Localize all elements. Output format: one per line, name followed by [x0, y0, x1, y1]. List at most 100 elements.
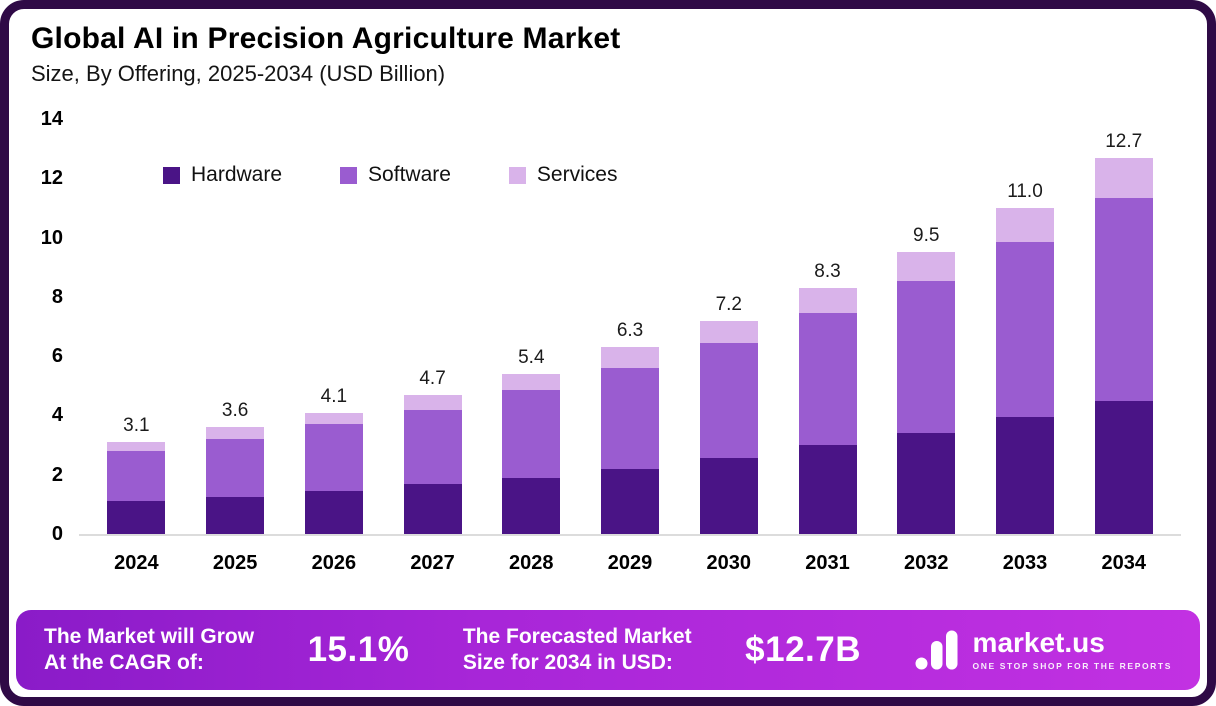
- bar-segment-services: [601, 347, 660, 369]
- bar-segment-services: [403, 394, 462, 410]
- legend-swatch-services: [508, 166, 526, 184]
- bar-group-2031: 8.3: [778, 119, 877, 534]
- bar-group-2024: 3.1: [87, 119, 186, 534]
- bar-segment-software: [798, 313, 857, 446]
- bar-segment-software: [206, 439, 265, 497]
- logo-tagline: ONE STOP SHOP FOR THE REPORTS: [972, 661, 1172, 671]
- bar-segment-services: [206, 427, 265, 440]
- bar-segment-hardware: [304, 491, 363, 534]
- x-tick-label: 2029: [607, 552, 653, 574]
- legend: Hardware Software Services: [163, 163, 617, 187]
- bar-group-2034: 12.7: [1074, 119, 1173, 534]
- bar-total-label: 4.7: [419, 367, 446, 389]
- bar-total-label: 8.3: [814, 260, 841, 282]
- x-tick-label: 2025: [212, 552, 258, 574]
- y-axis: 0 2 4 6 8 10 12 14: [15, 109, 79, 544]
- bar-group-2030: 7.2: [679, 119, 778, 534]
- legend-swatch-software: [340, 166, 358, 184]
- bar-segment-hardware: [502, 477, 561, 534]
- market-us-logo-icon: [915, 630, 958, 670]
- x-tick-label: 2026: [311, 552, 357, 574]
- bar-total-label: 5.4: [518, 346, 545, 368]
- legend-swatch-hardware: [163, 166, 180, 184]
- bar-segment-hardware: [798, 445, 857, 534]
- chart-region: 0 2 4 6 8 10 12 14 3.1 3.6 4.1 4.7 5.4 6.3 7.2 8.3 9.5 1…: [9, 109, 1207, 575]
- bar-group-2026: 4.1: [284, 119, 383, 534]
- bar-segment-services: [304, 412, 363, 425]
- legend-item-services: Services: [508, 163, 617, 187]
- cagr-label-line1: The Market will Grow: [44, 624, 255, 648]
- cagr-label: The Market will Grow At the CAGR of:: [44, 624, 254, 677]
- bar-segment-software: [304, 424, 363, 492]
- chart-title: Global AI in Precision Agriculture Marke…: [31, 22, 621, 55]
- bar-total-label: 3.6: [221, 400, 249, 422]
- bar-total-label: 9.5: [913, 225, 940, 247]
- market-us-logo: market.us ONE STOP SHOP FOR THE REPORTS: [915, 629, 1172, 671]
- bar-segment-services: [699, 320, 758, 343]
- bar-total-label: 12.7: [1105, 130, 1143, 152]
- bar-segment-services: [798, 287, 857, 314]
- bar-segment-services: [1094, 157, 1153, 198]
- bar-segment-software: [897, 280, 956, 434]
- x-tick-label: 2028: [509, 552, 554, 574]
- forecast-label: The Forecasted Market Size for 2034 in U…: [463, 624, 692, 677]
- x-tick-label: 2032: [903, 552, 949, 574]
- x-tick-label: 2034: [1101, 552, 1146, 574]
- bars: 3.1 3.6 4.1 4.7 5.4 6.3 7.2 8.3 9.5 11.0 12.7: [79, 119, 1181, 536]
- bar-segment-hardware: [995, 416, 1054, 534]
- forecast-label-line1: The Forecasted Market: [462, 624, 692, 648]
- forecast-label-line2: Size for 2034 in USD:: [462, 651, 673, 674]
- legend-item-software: Software: [340, 163, 451, 187]
- cagr-label-line2: At the CAGR of:: [44, 651, 204, 674]
- x-tick-label: 2024: [114, 552, 159, 574]
- bar-segment-software: [601, 368, 660, 469]
- bar-group-2028: 5.4: [482, 119, 581, 534]
- bar-segment-software: [403, 409, 462, 484]
- x-tick-label: 2033: [1002, 552, 1048, 574]
- y-tick-label: 8: [51, 285, 63, 308]
- bar-segment-hardware: [107, 501, 166, 534]
- x-tick-label: 2030: [706, 552, 752, 574]
- legend-label: Hardware: [191, 163, 283, 186]
- chart-header: Global AI in Precision Agriculture Marke…: [9, 9, 1207, 87]
- bar-segment-software: [107, 451, 166, 502]
- x-tick-label: 2031: [805, 552, 850, 574]
- bar-group-2029: 6.3: [581, 119, 680, 534]
- bar-segment-hardware: [601, 468, 660, 534]
- y-tick-label: 10: [40, 226, 63, 249]
- bar-segment-services: [107, 442, 166, 452]
- bar-group-2025: 3.6: [186, 119, 285, 534]
- bar-group-2032: 9.5: [877, 119, 976, 534]
- y-tick-label: 0: [51, 523, 63, 545]
- bar-segment-hardware: [897, 433, 956, 534]
- bar-group-2027: 4.7: [383, 119, 482, 534]
- bar-segment-software: [995, 242, 1054, 417]
- chart-subtitle: Size, By Offering, 2025-2034 (USD Billio…: [31, 61, 446, 86]
- bar-segment-hardware: [403, 483, 462, 534]
- x-tick-label: 2027: [410, 552, 455, 574]
- bar-segment-software: [1094, 197, 1153, 401]
- legend-item-hardware: Hardware: [163, 163, 282, 187]
- bar-total-label: 4.1: [320, 385, 348, 407]
- bar-total-label: 3.1: [123, 415, 150, 437]
- forecast-value: $12.7B: [745, 630, 862, 669]
- y-tick-label: 4: [51, 404, 63, 427]
- bar-segment-services: [995, 207, 1054, 243]
- bar-segment-services: [897, 252, 956, 281]
- y-tick-label: 12: [40, 167, 63, 190]
- y-tick-label: 2: [51, 463, 63, 486]
- legend-label: Software: [368, 163, 451, 186]
- y-tick-label: 6: [51, 345, 63, 368]
- bar-total-label: 7.2: [715, 293, 742, 315]
- bar-segment-services: [502, 373, 561, 391]
- bar-total-label: 11.0: [1007, 180, 1043, 202]
- cagr-value: 15.1%: [307, 630, 410, 669]
- y-tick-label: 14: [40, 108, 63, 130]
- logo-text-block: market.us ONE STOP SHOP FOR THE REPORTS: [972, 627, 1172, 672]
- bar-group-2033: 11.0: [976, 119, 1075, 534]
- plot-column: 3.1 3.6 4.1 4.7 5.4 6.3 7.2 8.3 9.5 11.0 12.7 Hard…: [79, 119, 1181, 575]
- logo-wordmark: market.us: [972, 627, 1105, 658]
- bar-total-label: 6.3: [616, 320, 644, 342]
- bar-segment-hardware: [206, 496, 265, 534]
